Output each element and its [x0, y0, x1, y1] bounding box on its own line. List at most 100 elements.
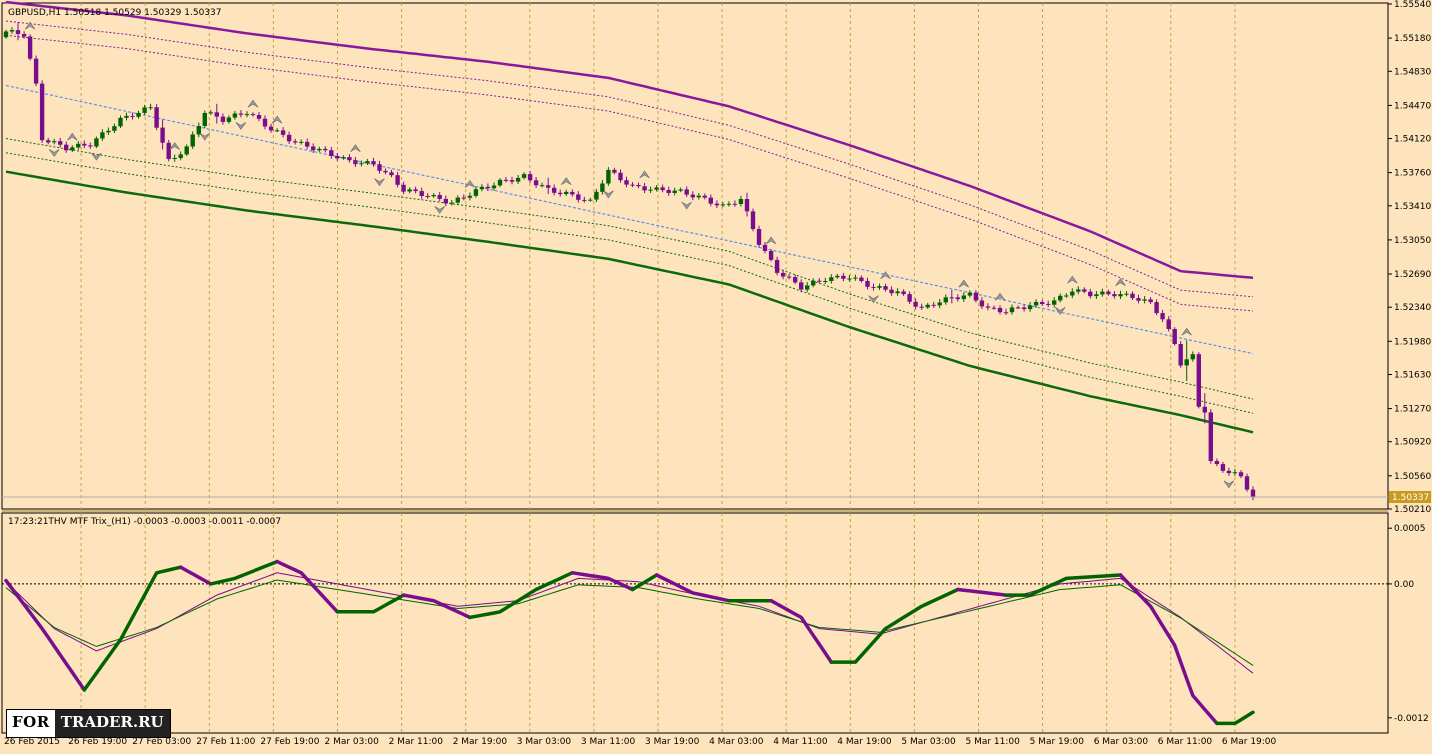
candle-body-bear: [985, 306, 991, 308]
candle-body-bear: [335, 156, 340, 159]
fractal-down-arrow: [868, 295, 879, 304]
candle-body-bear: [1046, 303, 1051, 305]
candle-body-bear: [1178, 344, 1183, 366]
candle-body-bull: [124, 115, 129, 118]
candle-body-bear: [1003, 312, 1009, 314]
indicator-header: 17:23:21THV MTF Trix_(H1) -0.0003 -0.000…: [8, 517, 281, 527]
candle-body-bull: [811, 280, 816, 286]
candle-body-bull: [720, 204, 726, 206]
candle-body-bear: [130, 115, 135, 117]
y-tick-label: -0.0012: [1394, 714, 1429, 724]
x-tick-label: 2 Mar 19:00: [453, 737, 508, 747]
trix-falling-segment: [4, 578, 87, 692]
candle-body-bear: [1112, 294, 1117, 297]
candle-body-bear: [395, 175, 400, 185]
fractal-down-arrow: [603, 190, 614, 199]
candle-body-bear: [389, 172, 394, 176]
candle-body-bear: [552, 187, 557, 193]
candle-body-bull: [823, 281, 828, 282]
upper-inner-band: [5, 20, 1254, 298]
candle-body-bear: [955, 297, 960, 300]
x-tick-label: 3 Mar 19:00: [645, 737, 700, 747]
fractal-up-arrow: [247, 99, 259, 108]
candle-body-bear: [913, 301, 918, 307]
candle-body-bear: [401, 184, 406, 192]
candle-body-bull: [648, 189, 653, 191]
fractal-up-arrow: [1067, 275, 1078, 284]
candle-body-bear: [1250, 489, 1256, 498]
trix-falling-segment: [769, 598, 834, 664]
y-tick-label: 1.55180: [1394, 34, 1431, 44]
fractal-up-arrow: [169, 142, 180, 150]
candle-body-bull: [1190, 354, 1195, 360]
candle-body-bear: [1040, 302, 1045, 304]
candle-body-bull: [738, 199, 744, 204]
candle-body-bull: [473, 189, 479, 196]
candle-body-bull: [232, 113, 238, 118]
trix-falling-segment: [178, 565, 213, 586]
candle-body-bear: [413, 189, 418, 192]
candle-body-bear: [1148, 299, 1153, 303]
candle-body-bear: [558, 192, 563, 195]
candle-body-bear: [1015, 307, 1021, 309]
candle-body-bear: [612, 169, 617, 173]
candle-body-bear: [293, 141, 298, 143]
candle-body-bear: [774, 259, 780, 273]
last-price-label: 1.50337: [1392, 493, 1429, 503]
candle-body-bear: [1208, 412, 1213, 461]
lower-band: [5, 170, 1254, 434]
candle-body-bear: [1154, 302, 1159, 314]
candle-body-bear: [576, 194, 581, 200]
candle-body-bull: [606, 169, 611, 184]
candle-body-bull: [467, 195, 473, 198]
fractal-down-arrow: [91, 152, 102, 161]
fractal-up-arrow: [880, 271, 891, 280]
candle-body-bull: [190, 134, 195, 147]
indicator-panel[interactable]: 0.0005 0.00 -0.0012: [1, 512, 1429, 734]
candle-body-bull: [76, 143, 81, 148]
trix-rising-segment: [829, 587, 960, 664]
candle-body-bear: [1088, 291, 1093, 297]
candle-body-bear: [744, 199, 750, 212]
candle-body-bear: [841, 275, 846, 279]
candle-body-bear: [618, 172, 623, 181]
candle-body-bull: [521, 174, 527, 178]
candle-body-bull: [925, 304, 930, 308]
fractal-up-arrow: [1115, 278, 1126, 286]
candle-body-bull: [594, 191, 599, 200]
y-tick-label: 1.53410: [1394, 202, 1431, 212]
candle-body-bull: [479, 186, 485, 190]
candle-body-bear: [901, 291, 906, 295]
candle-body-bull: [696, 195, 701, 198]
fractal-up-arrow: [24, 21, 36, 30]
y-tick-label: 1.51270: [1394, 405, 1431, 415]
candle-body-bull: [895, 291, 900, 294]
candle-body-bear: [546, 185, 551, 188]
candle-body-bear: [383, 170, 388, 173]
y-tick-label: 0.00: [1394, 580, 1414, 590]
x-tick-label: 4 Mar 03:00: [709, 737, 764, 747]
candle-body-bull: [1033, 302, 1039, 306]
candle-body-bear: [329, 150, 334, 156]
x-tick-label: 4 Mar 19:00: [837, 737, 892, 747]
candle-body-bull: [184, 146, 189, 155]
y-tick-label: 1.54830: [1394, 67, 1431, 77]
candle-body-bull: [202, 113, 207, 126]
candle-body-bull: [1070, 291, 1075, 296]
candle-body-bear: [979, 300, 985, 307]
y-tick-label: 1.50920: [1394, 438, 1431, 448]
fractal-up-arrow: [639, 170, 650, 179]
candle-body-bear: [991, 307, 997, 309]
candle-body-bear: [865, 280, 870, 287]
candle-body-bull: [70, 147, 75, 151]
upper-band: [5, 0, 1254, 280]
trix-rising-segment: [335, 593, 406, 614]
candle-body-bull: [244, 114, 250, 116]
x-tick-label: 5 Mar 03:00: [901, 737, 956, 747]
trix-falling-segment: [956, 587, 1008, 597]
candle-body-bear: [1130, 293, 1135, 299]
x-tick-label: 6 Mar 03:00: [1094, 737, 1149, 747]
